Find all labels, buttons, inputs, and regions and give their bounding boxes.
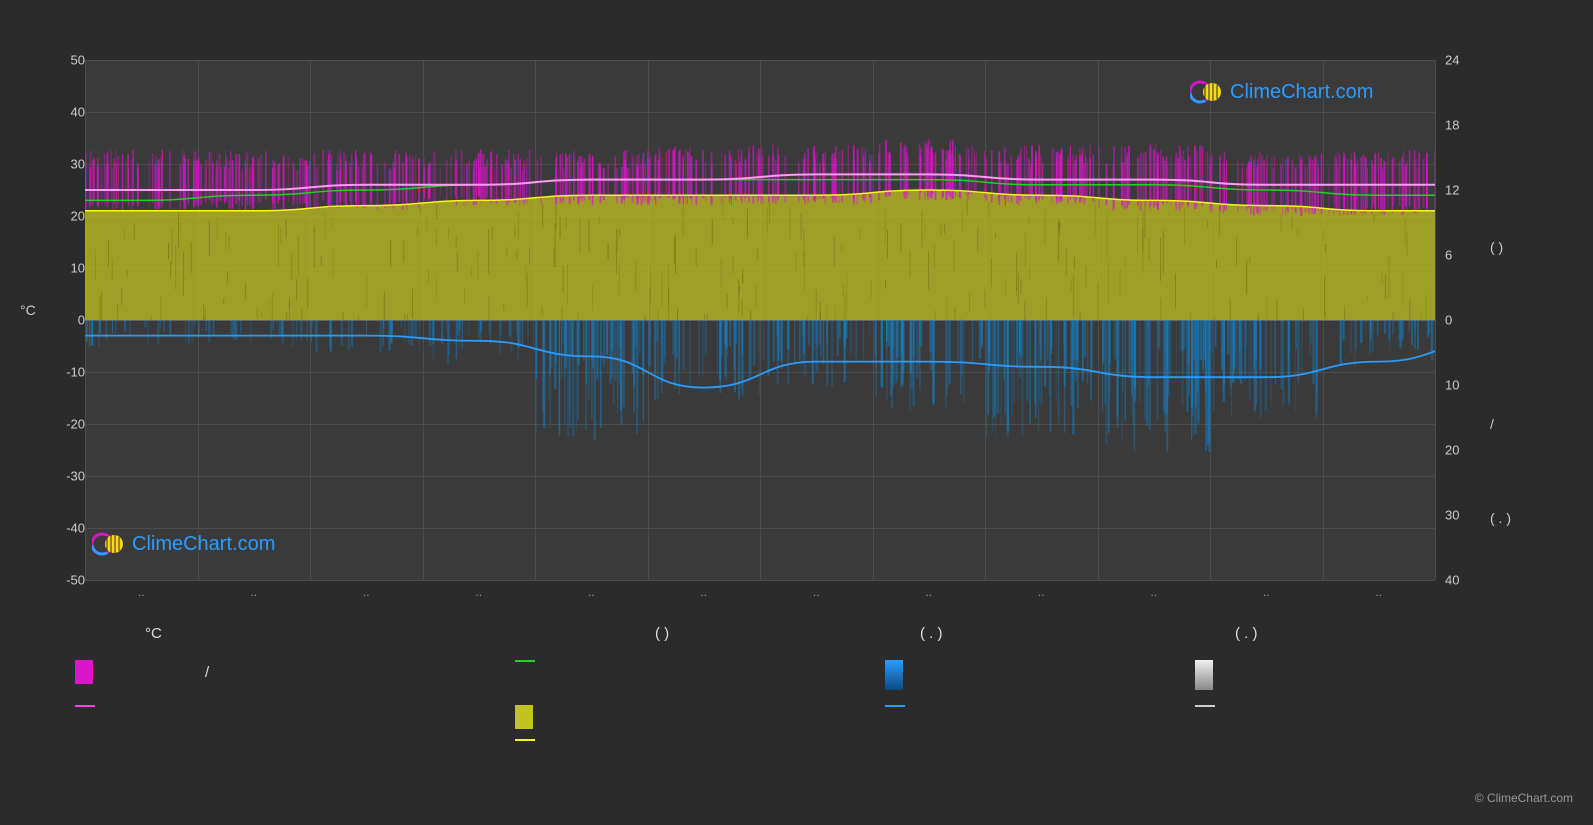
y-tick-left: 40 bbox=[71, 105, 85, 120]
y-tick-left: -10 bbox=[66, 365, 85, 380]
copyright-text: © ClimeChart.com bbox=[1475, 791, 1573, 805]
x-tick: .. bbox=[1263, 585, 1270, 599]
y-tick-right: 18 bbox=[1445, 118, 1459, 133]
y-tick-right: 12 bbox=[1445, 183, 1459, 198]
y-tick-left: -20 bbox=[66, 417, 85, 432]
legend-swatch-sun-line bbox=[515, 739, 535, 741]
y-tick-right: 24 bbox=[1445, 53, 1459, 68]
x-tick: .. bbox=[813, 585, 820, 599]
y-axis-left-label: °C bbox=[20, 302, 36, 318]
x-tick: .. bbox=[1375, 585, 1382, 599]
x-tick: .. bbox=[363, 585, 370, 599]
y-tick-right: 40 bbox=[1445, 573, 1459, 588]
x-tick: .. bbox=[925, 585, 932, 599]
y-tick-right: 10 bbox=[1445, 378, 1459, 393]
legend-swatch-temp-range bbox=[75, 660, 93, 684]
x-tick: .. bbox=[1150, 585, 1157, 599]
y-tick-right: 0 bbox=[1445, 313, 1452, 328]
y-tick-left: 0 bbox=[78, 313, 85, 328]
y-tick-left: -40 bbox=[66, 521, 85, 536]
chart-svg bbox=[85, 60, 1435, 580]
legend-swatch-mean bbox=[515, 660, 535, 662]
y-tick-left: 50 bbox=[71, 53, 85, 68]
y-tick-left: 10 bbox=[71, 261, 85, 276]
x-tick: .. bbox=[250, 585, 257, 599]
x-tick: .. bbox=[700, 585, 707, 599]
y-tick-right: 20 bbox=[1445, 443, 1459, 458]
y-tick-left: 20 bbox=[71, 209, 85, 224]
x-tick: .. bbox=[588, 585, 595, 599]
y-axis-left: 50403020100-10-20-30-40-50 bbox=[45, 60, 85, 580]
y-tick-left: -50 bbox=[66, 573, 85, 588]
y-tick-right: 6 bbox=[1445, 248, 1452, 263]
y-tick-left: -30 bbox=[66, 469, 85, 484]
legend-swatch-rain-line bbox=[885, 705, 905, 707]
x-tick: .. bbox=[1038, 585, 1045, 599]
legend-swatch-other-line bbox=[1195, 705, 1215, 707]
y-axis-right: 2418126010203040 bbox=[1445, 60, 1485, 580]
legend-swatch-rain bbox=[885, 660, 903, 690]
y-tick-left: 30 bbox=[71, 157, 85, 172]
legend-swatch-max-line bbox=[75, 705, 95, 707]
x-tick: .. bbox=[475, 585, 482, 599]
legend-swatch-sun bbox=[515, 705, 533, 729]
y-axis-right-labels: ( ) / ( . ) bbox=[1490, 60, 1520, 580]
legend-swatch-other bbox=[1195, 660, 1213, 690]
x-tick: .. bbox=[138, 585, 145, 599]
x-axis: ........................ bbox=[85, 585, 1435, 605]
chart-plot-area bbox=[85, 60, 1435, 580]
y-tick-right: 30 bbox=[1445, 508, 1459, 523]
